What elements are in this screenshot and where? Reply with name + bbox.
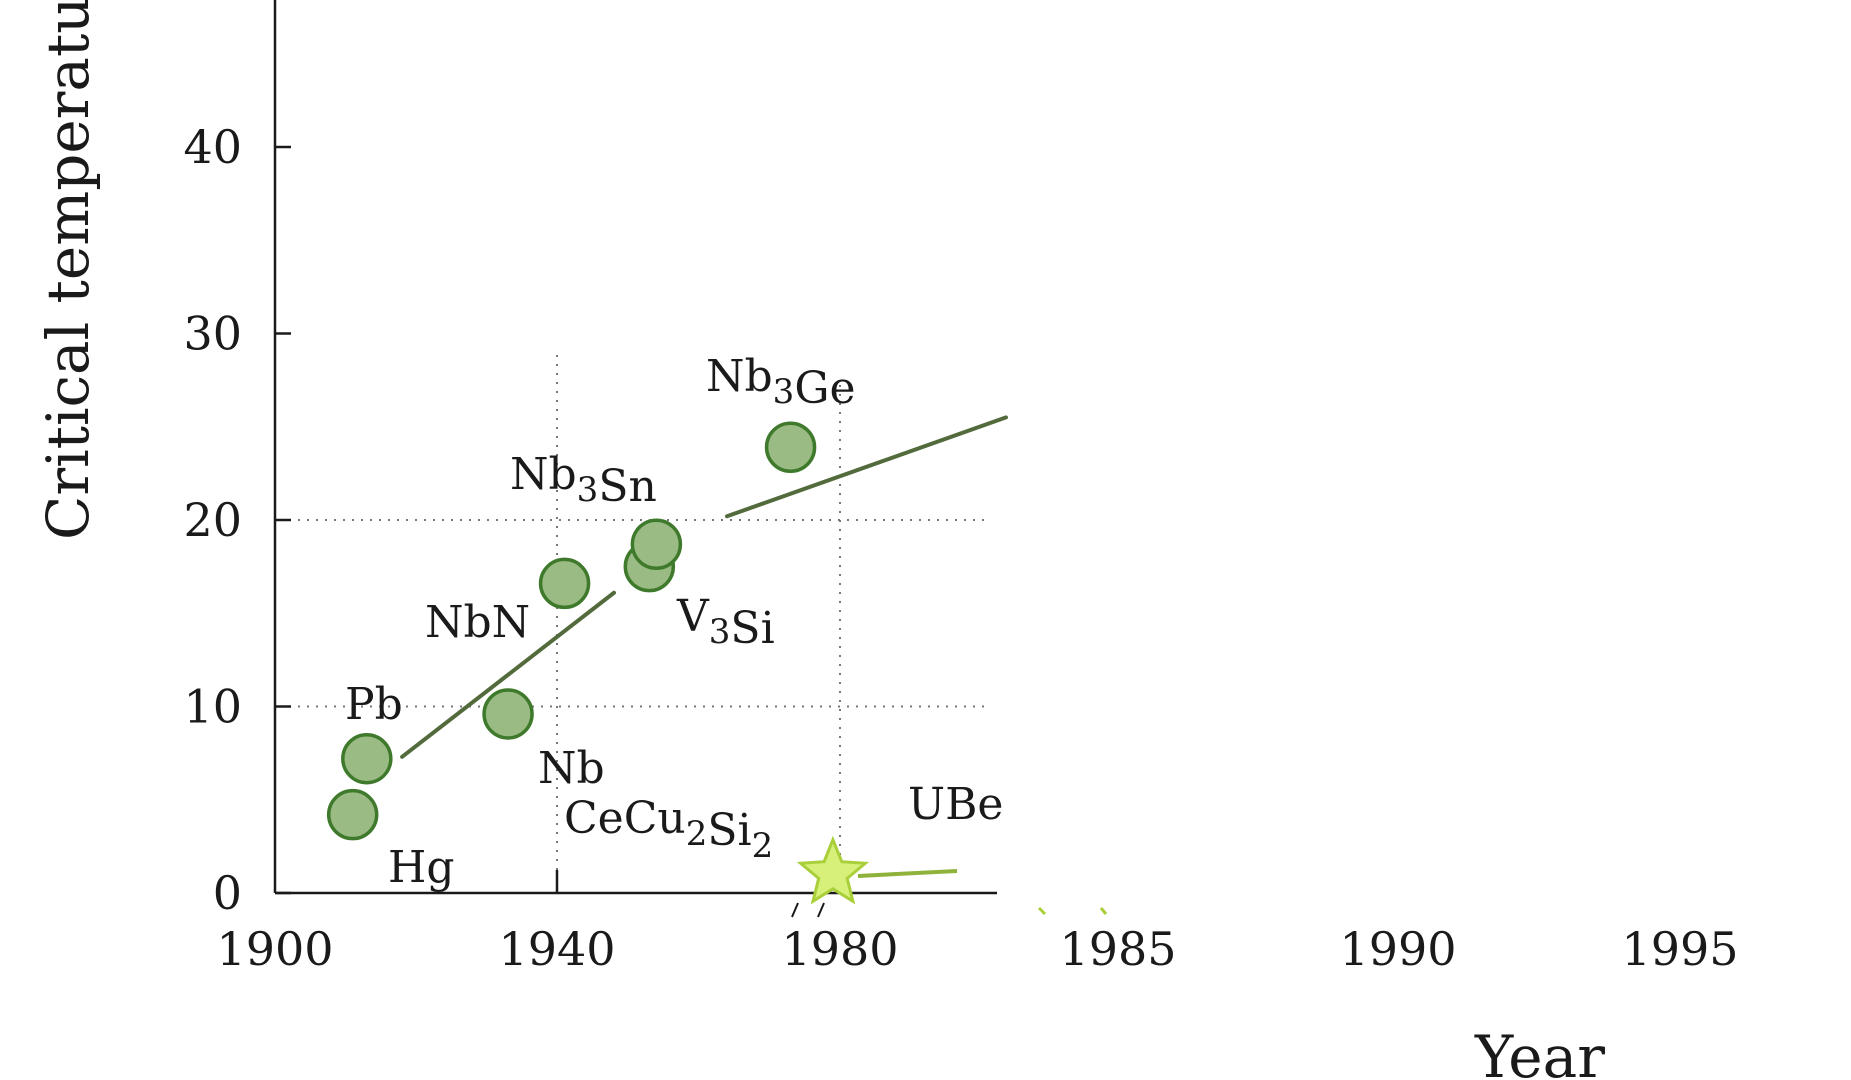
y-axis-title: Critical temperatu	[34, 0, 102, 540]
axis-break-mark	[1037, 906, 1047, 916]
trend-lines	[400, 415, 1008, 878]
x-axis-title: Year	[1474, 1023, 1605, 1080]
grid-lines	[280, 355, 990, 893]
data-point	[341, 732, 393, 785]
data-point	[482, 688, 534, 740]
y-tick-label: 0	[213, 866, 242, 920]
point-label: NbN	[425, 597, 530, 648]
tick-marks	[275, 145, 559, 895]
trend-line	[725, 415, 1008, 519]
axis-break-mark	[791, 902, 799, 918]
x-tick-label: 1980	[781, 922, 898, 976]
extras	[791, 902, 1108, 918]
point-label: Nb3Sn	[510, 449, 657, 512]
point-label: CeCu2Si2	[564, 793, 773, 866]
data-point	[630, 518, 683, 570]
y-tick-label: 40	[183, 120, 242, 174]
x-tick-label: 1995	[1621, 922, 1738, 976]
point-label: V3Si	[676, 591, 775, 654]
y-tick-label: 20	[183, 493, 242, 547]
data-points	[326, 421, 870, 905]
axis-break-mark	[817, 902, 825, 918]
axis-break-mark	[1099, 907, 1108, 915]
tick-labels: 0 10 20 30 40 1900 1940 1980 1985 1990 1995	[183, 120, 1738, 976]
arrow-line	[857, 869, 958, 878]
x-tick-label: 1985	[1059, 922, 1176, 976]
x-tick-label: 1990	[1339, 922, 1456, 976]
y-tick-label: 10	[183, 680, 242, 734]
data-point	[326, 788, 379, 841]
axes	[273, 0, 997, 895]
trend-line	[400, 590, 616, 759]
star-marker	[796, 835, 870, 905]
y-tick-label: 30	[183, 307, 242, 361]
x-tick-label: 1900	[216, 922, 333, 976]
point-label: Hg	[388, 842, 455, 893]
point-labels: Hg Pb Nb NbN V3Si Nb3Sn Nb3Ge CeCu2Si2 UBe	[345, 351, 1003, 893]
data-point	[764, 421, 817, 474]
data-point	[538, 557, 591, 610]
x-tick-label: 1940	[498, 922, 615, 976]
annotation-label: UBe	[908, 779, 1003, 830]
point-label: Pb	[345, 679, 403, 730]
point-label: Nb	[538, 743, 605, 794]
point-label: Nb3Ge	[706, 351, 856, 414]
